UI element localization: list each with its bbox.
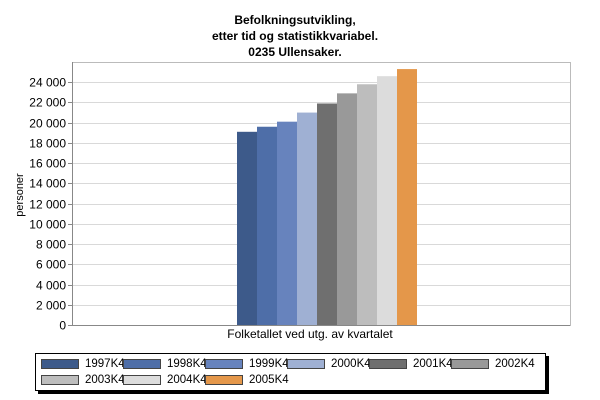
x-category-label: Folketallet ved utg. av kvartalet	[227, 327, 393, 341]
y-tick-label: 20 000	[29, 117, 66, 131]
legend-swatch	[369, 358, 407, 369]
legend-item-2005K4: 2005K4	[205, 373, 289, 386]
legend-swatch	[123, 358, 161, 369]
legend-item-1998K4: 1998K4	[123, 357, 207, 370]
legend-item-2001K4: 2001K4	[369, 357, 453, 370]
legend-swatch	[123, 374, 161, 385]
legend-label: 2005K4	[249, 373, 289, 386]
y-tick-label: 2 000	[36, 299, 66, 313]
legend-item-2003K4: 2003K4	[41, 373, 125, 386]
y-tick-label: 0	[59, 319, 66, 333]
legend-label: 2003K4	[85, 373, 125, 386]
y-tick-label: 4 000	[36, 279, 66, 293]
y-axis-label: personer	[14, 173, 26, 217]
y-tick-label: 22 000	[29, 96, 66, 110]
bar-1999K4	[277, 121, 297, 325]
legend-item-2002K4: 2002K4	[451, 357, 535, 370]
y-tick-label: 16 000	[29, 157, 66, 171]
legend-swatch	[205, 358, 243, 369]
legend-item-2000K4: 2000K4	[287, 357, 371, 370]
y-tick-labels: 0 2 000 4 000 6 000 8 000 10 000 12 000 14 000 1…	[29, 76, 66, 333]
legend-item-2004K4: 2004K4	[123, 373, 207, 386]
y-tick-label: 6 000	[36, 258, 66, 272]
y-tick-label: 12 000	[29, 198, 66, 212]
y-tick-label: 14 000	[29, 177, 66, 191]
legend: 1997K4 1998K4 1999K4 2000K4 2001K4 2002K4 2003…	[35, 353, 546, 391]
bar-2000K4	[297, 112, 317, 325]
y-tick-label: 18 000	[29, 137, 66, 151]
bar-2002K4	[337, 93, 357, 325]
legend-swatch	[287, 358, 325, 369]
bar-1997K4	[237, 131, 257, 325]
y-tick-label: 8 000	[36, 238, 66, 252]
legend-label: 2004K4	[167, 373, 207, 386]
bar-chart: 0 2 000 4 000 6 000 8 000 10 000 12 000 14 000 1…	[14, 62, 571, 341]
legend-label: 2000K4	[331, 357, 371, 370]
bars	[237, 69, 417, 326]
legend-label: 1999K4	[249, 357, 289, 370]
legend-swatch	[41, 358, 79, 369]
bar-2004K4	[377, 76, 397, 326]
y-tick-label: 24 000	[29, 76, 66, 90]
bar-2005K4	[397, 69, 417, 325]
legend-item-1999K4: 1999K4	[205, 357, 289, 370]
y-tick-label: 10 000	[29, 218, 66, 232]
chart-title: Befolkningsutvikling, etter tid og stati…	[0, 12, 590, 60]
legend-swatch	[41, 374, 79, 385]
bar-2001K4	[317, 103, 337, 325]
legend-label: 2001K4	[413, 357, 453, 370]
legend-item-1997K4: 1997K4	[41, 357, 125, 370]
legend-label: 1997K4	[85, 357, 125, 370]
bar-2003K4	[357, 84, 377, 325]
axes	[72, 62, 571, 326]
chart-title-line-2: etter tid og statistikkvariabel.	[211, 29, 379, 43]
legend-label: 2002K4	[495, 357, 535, 370]
legend-swatch	[451, 358, 489, 369]
bar-1998K4	[257, 126, 277, 325]
legend-swatch	[205, 374, 243, 385]
chart-title-line-3: 0235 Ullensaker.	[248, 45, 342, 59]
legend-label: 1998K4	[167, 357, 207, 370]
chart-title-line-1: Befolkningsutvikling,	[234, 13, 356, 27]
